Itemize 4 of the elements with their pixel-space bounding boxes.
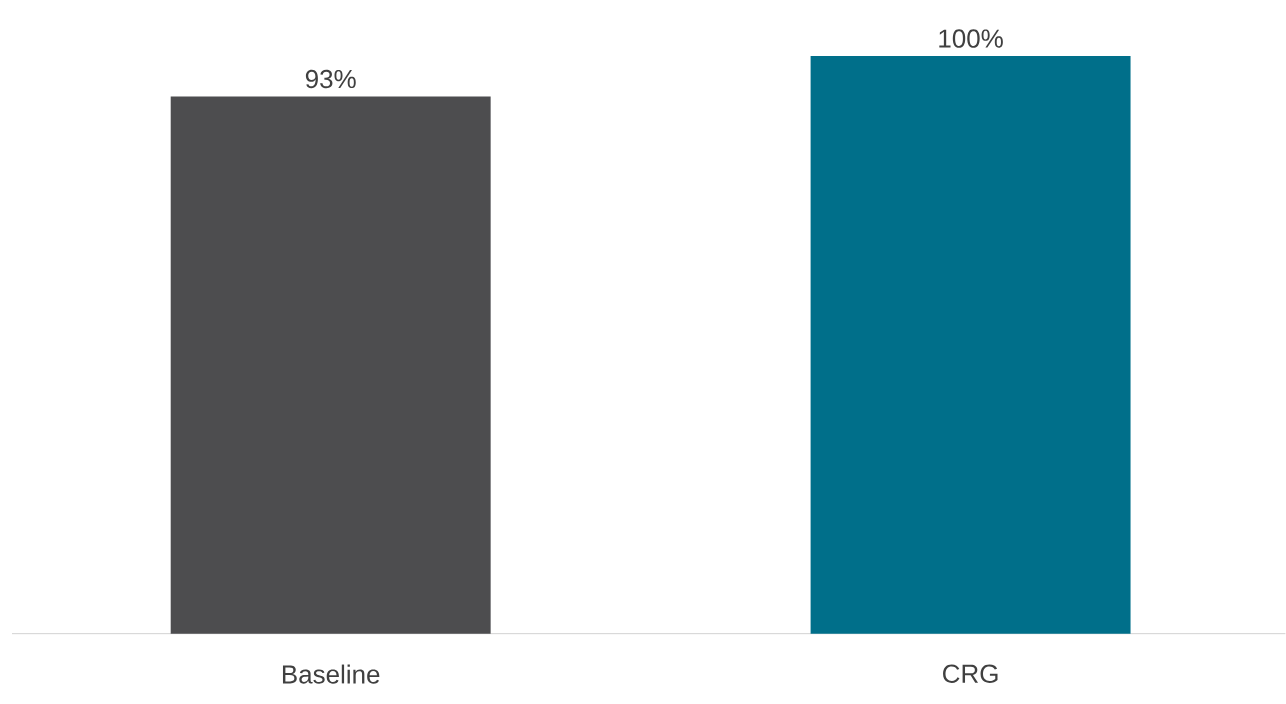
data-label: 93% xyxy=(305,69,356,89)
x-tick-label: CRG xyxy=(943,664,998,684)
data-label: 100% xyxy=(939,29,1003,48)
x-tick-label: Baseline xyxy=(282,664,380,684)
